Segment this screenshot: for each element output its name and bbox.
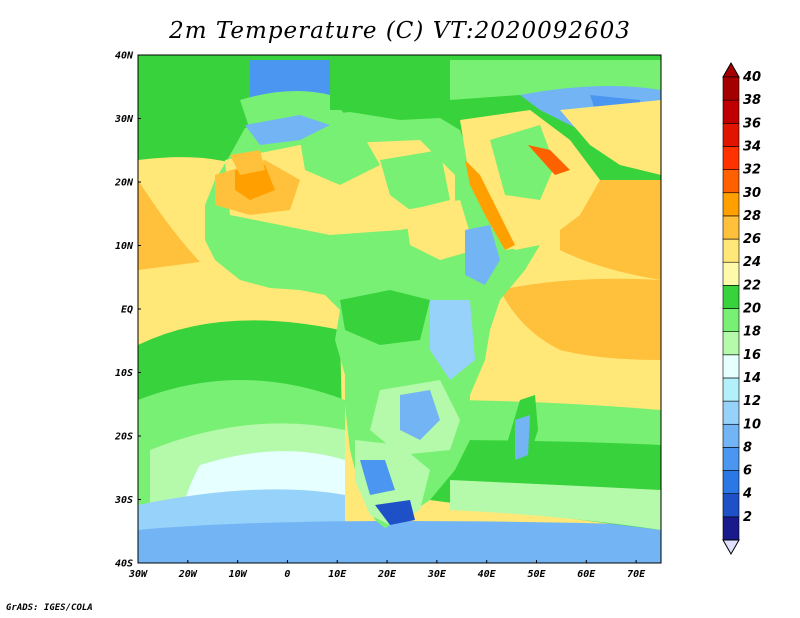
colorbar-over-triangle	[722, 61, 740, 78]
colorbar-swatch	[722, 285, 740, 309]
lon-label: 0	[284, 569, 290, 580]
colorbar-swatch	[722, 146, 740, 170]
colorbar-level-label: 24	[743, 255, 761, 270]
lon-label: 20E	[377, 569, 397, 580]
colorbar-swatch	[722, 261, 740, 286]
colorbar-level-label: 40	[742, 70, 761, 85]
grads-credit: GrADS: IGES/COLA	[6, 603, 93, 613]
colorbar-under-triangle	[722, 539, 740, 556]
lat-label: 10S	[115, 368, 133, 379]
lon-label: 30W	[128, 569, 148, 580]
colorbar-swatch	[722, 400, 740, 425]
lat-label: 30N	[114, 114, 134, 125]
lon-label: 50E	[527, 569, 546, 580]
colorbar-level-label: 16	[743, 348, 761, 363]
colorbar-swatch	[722, 423, 740, 448]
colorbar-level-label: 28	[743, 209, 761, 224]
colorbar-swatch	[722, 516, 740, 541]
colorbar-level-label: 26	[743, 232, 761, 247]
colorbar-swatch	[722, 169, 740, 194]
lon-label: 70E	[627, 569, 646, 580]
colorbar-level-label: 38	[743, 93, 761, 108]
colorbar-level-label: 6	[743, 464, 752, 479]
colorbar-swatch	[722, 123, 740, 147]
colorbar-level-label: 12	[743, 394, 761, 409]
lat-label: 40S	[115, 559, 133, 570]
lon-label: 30E	[427, 569, 447, 580]
lat-label: 20S	[114, 432, 133, 443]
colorbar-level-label: 20	[743, 302, 761, 317]
colorbar-swatch	[722, 331, 740, 356]
colorbar-level-label: 34	[743, 139, 761, 154]
colorbar-swatch	[722, 470, 740, 494]
colorbar-swatch	[722, 99, 740, 124]
colorbar-level-label: 30	[743, 186, 761, 201]
colorbar-swatch	[722, 308, 740, 332]
lon-label: 40E	[478, 569, 497, 580]
lon-label: 10W	[229, 569, 248, 580]
colorbar-swatch	[722, 354, 740, 379]
colorbar-swatch	[722, 238, 740, 263]
colorbar-level-label: 2	[743, 510, 752, 525]
colorbar-swatch	[722, 377, 740, 402]
lon-label: 10E	[328, 569, 347, 580]
colorbar-swatch	[722, 447, 740, 471]
colorbar-level-label: 4	[742, 487, 752, 502]
colorbar-level-label: 14	[743, 371, 761, 386]
colorbar-level-label: 10	[743, 417, 761, 432]
map-title: 2m Temperature (C) VT:2020092603	[169, 18, 631, 44]
colorbar-level-label: 18	[743, 325, 761, 340]
colorbar-swatch	[722, 192, 740, 217]
temperature-field	[138, 55, 661, 563]
colorbar-level-label: 8	[743, 440, 752, 455]
lat-label: EQ	[121, 305, 133, 316]
colorbar-level-label: 22	[743, 278, 761, 293]
lat-label: 30S	[114, 495, 133, 506]
lat-label: 10N	[115, 241, 134, 252]
lat-label: 40N	[115, 51, 134, 62]
colorbar-level-label: 36	[743, 116, 761, 131]
colorbar-level-label: 32	[743, 163, 761, 178]
colorbar-swatch	[722, 493, 740, 518]
colorbar-swatch	[722, 76, 740, 101]
lon-label: 60E	[577, 569, 596, 580]
lat-label: 20N	[114, 178, 134, 189]
colorbar-swatch	[722, 215, 740, 240]
lon-label: 20W	[178, 569, 198, 580]
